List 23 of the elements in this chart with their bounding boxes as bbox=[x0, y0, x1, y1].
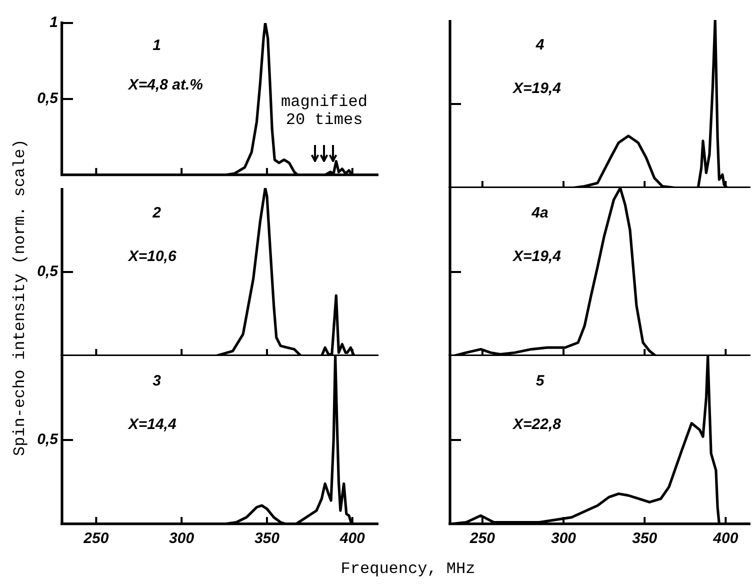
x-tick-label: 350 bbox=[632, 530, 658, 548]
x-tick-label: 350 bbox=[254, 530, 280, 548]
annotation: X=22,8 bbox=[512, 416, 562, 434]
annotation: X=10,6 bbox=[127, 248, 177, 266]
annotation: X=4,8 at.% bbox=[127, 76, 203, 94]
annotation: X=14,4 bbox=[127, 416, 177, 434]
annotation: 4a bbox=[530, 204, 548, 222]
annotation: 2 bbox=[152, 204, 162, 222]
annotation: 1 bbox=[152, 36, 161, 54]
annotation: 5 bbox=[536, 372, 545, 390]
x-tick-label: 300 bbox=[551, 530, 577, 548]
annotation: X=19,4 bbox=[512, 80, 562, 98]
x-axis-title: Frequency, MHz bbox=[340, 560, 476, 578]
annotation: magnified 20 times bbox=[280, 92, 368, 129]
y-axis-title: Spin-echo intensity (norm. scale) bbox=[11, 139, 29, 456]
annotation: 4 bbox=[534, 36, 545, 54]
annotation: 3 bbox=[152, 372, 162, 390]
x-tick-label: 400 bbox=[712, 530, 739, 548]
x-tick-label: 250 bbox=[82, 530, 110, 548]
x-tick-label: 400 bbox=[338, 530, 366, 548]
x-tick-label: 250 bbox=[468, 530, 496, 548]
annotation: X=19,4 bbox=[512, 248, 562, 266]
x-tick-label: 300 bbox=[169, 530, 195, 548]
